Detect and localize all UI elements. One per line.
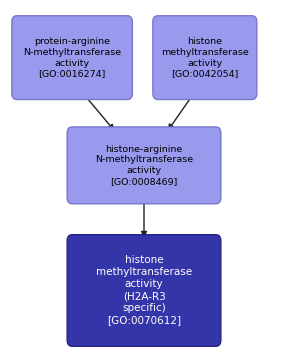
FancyBboxPatch shape [67, 235, 221, 346]
Text: histone
methyltransferase
activity
(H2A-R3
specific)
[GO:0070612]: histone methyltransferase activity (H2A-… [96, 256, 192, 325]
FancyBboxPatch shape [67, 127, 221, 204]
FancyBboxPatch shape [12, 16, 132, 100]
FancyBboxPatch shape [153, 16, 257, 100]
Text: protein-arginine
N-methyltransferase
activity
[GO:0016274]: protein-arginine N-methyltransferase act… [23, 37, 121, 78]
Text: histone
methyltransferase
activity
[GO:0042054]: histone methyltransferase activity [GO:0… [161, 37, 249, 78]
Text: histone-arginine
N-methyltransferase
activity
[GO:0008469]: histone-arginine N-methyltransferase act… [95, 145, 193, 186]
